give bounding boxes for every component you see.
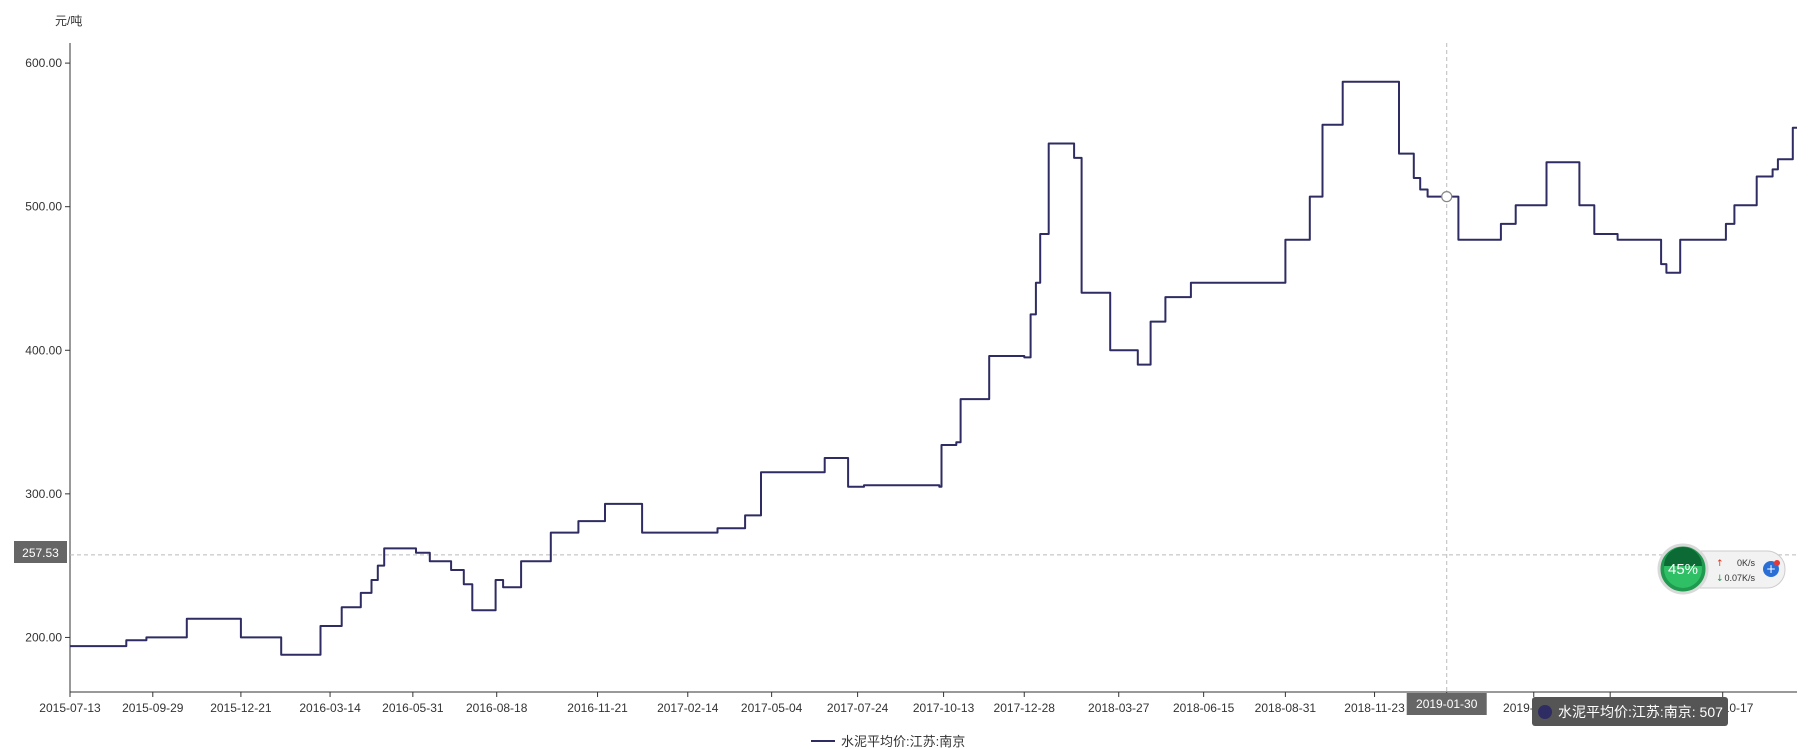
- x-tick-label: 2017-07-24: [827, 701, 889, 715]
- crosshair-point: [1441, 191, 1453, 203]
- x-tick-label: 2016-08-18: [466, 701, 528, 715]
- speed-widget-download: 0.07K/s: [1724, 573, 1755, 583]
- crosshair-x-badge-text: 2019-01-30: [1416, 697, 1478, 711]
- x-tick-label: 2017-02-14: [657, 701, 719, 715]
- upload-arrow-icon: ↑: [1716, 559, 1724, 569]
- speed-widget-gauge-top: [1664, 547, 1702, 566]
- y-tick-label: 300.00: [25, 487, 62, 501]
- tooltip: 水泥平均价:江苏:南京: 507: [1532, 697, 1728, 726]
- x-tick-label: 2016-05-31: [382, 701, 444, 715]
- y-ticks: 200.00 300.00 400.00 500.00 600.00: [25, 56, 70, 644]
- x-tick-label: 2017-05-04: [741, 701, 803, 715]
- legend-series-label: 水泥平均价:江苏:南京: [841, 734, 965, 749]
- y-axis-group: 200.00 300.00 400.00 500.00 600.00 元/吨: [25, 14, 82, 692]
- x-tick-label: 2015-12-21: [210, 701, 272, 715]
- x-tick-label: 2018-06-15: [1173, 701, 1235, 715]
- speed-widget[interactable]: 45% ↑ 0K/s ↓ 0.07K/s +: [1657, 543, 1786, 595]
- x-tick-label: 2018-11-23: [1344, 701, 1405, 715]
- speed-widget-upload: 0K/s: [1737, 558, 1756, 568]
- crosshair: [70, 43, 1797, 692]
- crosshair-y-badge-text: 257.53: [22, 546, 59, 560]
- y-unit-label: 元/吨: [55, 14, 82, 28]
- crosshair-y-badge-bg: [14, 541, 67, 563]
- x-tick-label: 2016-11-21: [567, 701, 628, 715]
- series-line: [70, 80, 1797, 656]
- download-arrow-icon: ↓: [1716, 574, 1724, 584]
- speed-widget-percent: 45%: [1668, 561, 1698, 578]
- crosshair-x-badge-bg: [1406, 693, 1487, 715]
- series-layer: [70, 80, 1797, 656]
- x-tick-label: 2015-07-13: [39, 701, 101, 715]
- x-tick-label: 2018-03-27: [1088, 701, 1150, 715]
- x-ticks: 2015-07-13 2015-09-29 2015-12-21 2016-03-14…: [39, 692, 1754, 715]
- tooltip-series-dot: [1538, 705, 1552, 719]
- y-tick-label: 500.00: [25, 200, 62, 214]
- x-tick-label: 2016-03-14: [299, 701, 361, 715]
- legend: 水泥平均价:江苏:南京: [811, 734, 965, 749]
- x-tick-label: 2017-10-13: [913, 701, 975, 715]
- y-tick-label: 400.00: [25, 343, 62, 357]
- tooltip-text: 水泥平均价:江苏:南京: 507: [1558, 704, 1723, 720]
- crosshair-x-badge: 2019-01-30: [1406, 693, 1487, 715]
- x-tick-label: 2017-12-28: [994, 701, 1056, 715]
- y-tick-label: 200.00: [25, 630, 62, 644]
- crosshair-y-badge: 257.53: [14, 541, 67, 563]
- x-tick-label: 2018-08-31: [1255, 701, 1317, 715]
- y-tick-label: 600.00: [25, 56, 62, 70]
- plus-icon: +: [1766, 562, 1776, 576]
- notification-dot-icon: [1774, 560, 1780, 566]
- tooltip-bg: [1532, 697, 1728, 726]
- x-tick-label: 2015-09-29: [122, 701, 184, 715]
